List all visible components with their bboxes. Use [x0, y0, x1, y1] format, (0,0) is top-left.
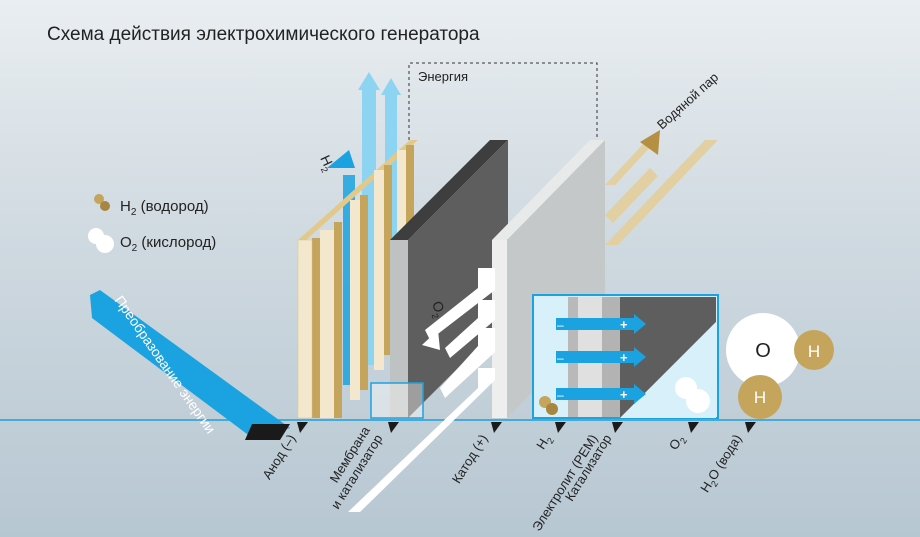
- energy-circuit: Энергия: [408, 62, 598, 140]
- svg-text:H: H: [754, 388, 766, 407]
- svg-text:–: –: [557, 351, 564, 365]
- o2-flows: O2: [348, 268, 495, 512]
- svg-text:+: +: [620, 387, 628, 402]
- hydrogen-atom: [738, 375, 782, 419]
- cathode-plate: [492, 140, 605, 418]
- component-labels: Анод (–) Мембранаи катализатор Катод (+)…: [259, 423, 747, 534]
- svg-text:+: +: [620, 317, 628, 332]
- svg-text:O: O: [755, 340, 771, 362]
- steam-flows: Водяной пар: [605, 70, 721, 245]
- diagram-title: Схема действия электрохимического генера…: [47, 24, 480, 45]
- o2-flow-label: O2: [426, 299, 449, 320]
- o2-arrow-head: [422, 330, 440, 350]
- svg-text:–: –: [557, 318, 564, 332]
- proton-arrows: + + + – – –: [556, 314, 646, 404]
- label-cathode: Катод (+): [449, 432, 491, 486]
- water-molecule: O H H: [726, 313, 834, 419]
- label-o2: O2: [666, 432, 689, 454]
- legend-o2-label: O2 (кислород): [120, 234, 216, 254]
- svg-text:–: –: [557, 388, 564, 402]
- membrane-highlight-box: [370, 382, 424, 419]
- energy-label: Энергия: [418, 69, 468, 84]
- legend: H2 (водород) O2 (кислород): [88, 194, 216, 254]
- legend-h2-icon: [94, 194, 104, 204]
- steam-label: Водяной пар: [654, 70, 721, 133]
- label-h2: H2: [533, 432, 556, 454]
- detail-zoom-box: + + + – – –: [532, 294, 719, 419]
- membrane-plate: [390, 140, 508, 418]
- conversion-label: Преобразование энергии: [112, 293, 219, 437]
- legend-h2-label: H2 (водород): [120, 198, 209, 218]
- label-membrane: Мембранаи катализатор: [315, 423, 386, 512]
- energy-conversion-arrow: Преобразование энергии: [90, 290, 290, 440]
- oxygen-atom: [726, 313, 800, 387]
- hydrogen-atom: [794, 330, 834, 370]
- svg-text:H: H: [808, 342, 820, 361]
- steam-arrow-head: [640, 130, 660, 155]
- svg-text:+: +: [620, 350, 628, 365]
- label-h2o: H2O (вода): [697, 432, 747, 497]
- label-pointers: [297, 422, 756, 433]
- h2-arrow-head: [327, 150, 355, 168]
